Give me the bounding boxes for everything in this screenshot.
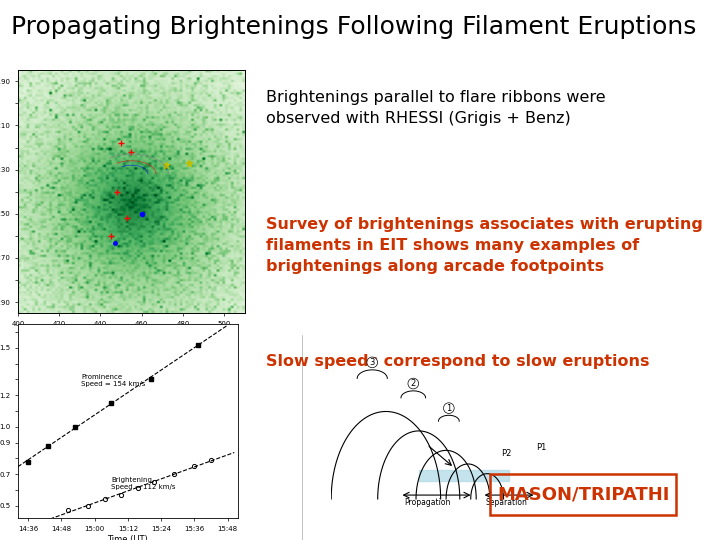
Text: P1: P1 — [536, 443, 546, 453]
Text: 2: 2 — [410, 379, 416, 388]
Text: 1: 1 — [446, 403, 451, 413]
Text: Propagation: Propagation — [404, 498, 450, 507]
Text: Survey of brightenings associates with erupting
filaments in EIT shows many exam: Survey of brightenings associates with e… — [266, 218, 703, 274]
X-axis label: Time (UT): Time (UT) — [107, 535, 148, 540]
Text: Prominence
Speed = 154 km/s: Prominence Speed = 154 km/s — [81, 374, 145, 387]
Text: Brightening
Speed = 112 km/s: Brightening Speed = 112 km/s — [111, 477, 176, 490]
X-axis label: X (arcseconds): X (arcseconds) — [100, 329, 163, 339]
Text: Propagating Brightenings Following Filament Eruptions: Propagating Brightenings Following Filam… — [11, 15, 696, 39]
Text: Separation: Separation — [485, 498, 527, 507]
Text: 3: 3 — [369, 358, 375, 367]
Text: P2: P2 — [501, 449, 511, 458]
Text: Slow speeds correspond to slow eruptions: Slow speeds correspond to slow eruptions — [266, 354, 650, 369]
Text: MASON/TRIPATHI: MASON/TRIPATHI — [497, 485, 670, 503]
Text: Brightenings parallel to flare ribbons were
observed with RHESSI (Grigis + Benz): Brightenings parallel to flare ribbons w… — [266, 90, 606, 126]
